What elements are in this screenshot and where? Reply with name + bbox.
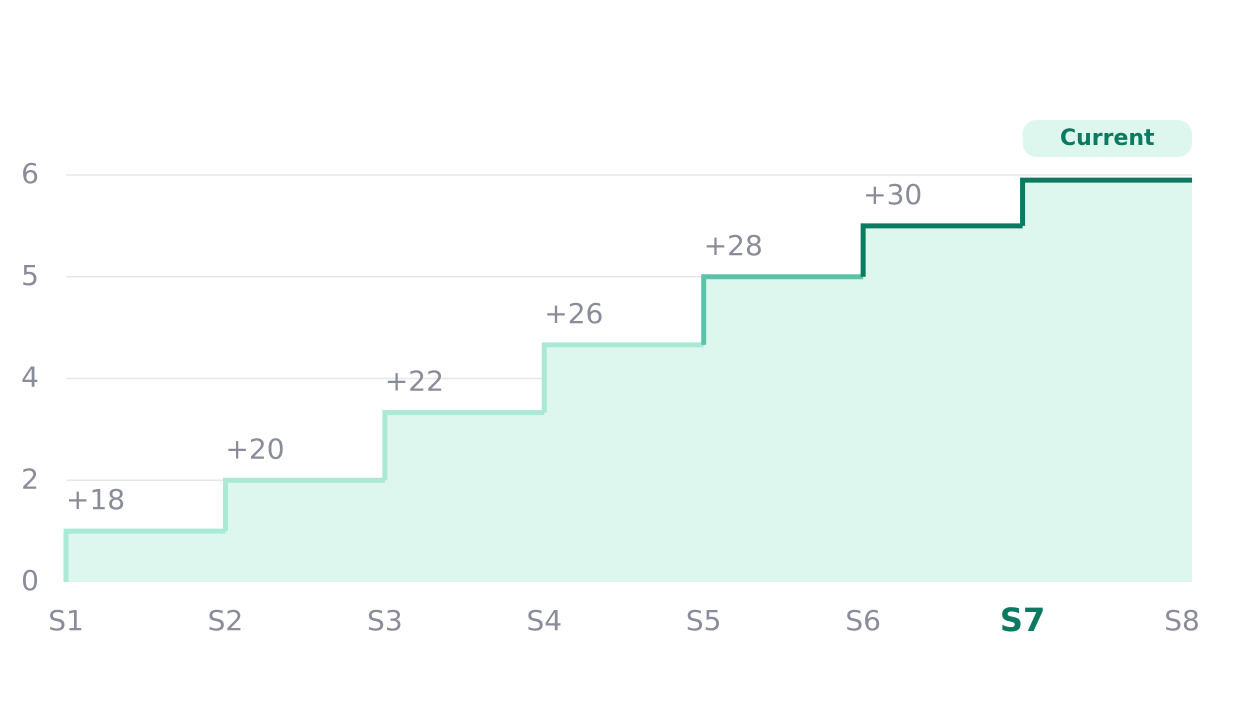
step [541, 342, 704, 413]
y-tick-label: 6 [21, 157, 39, 190]
x-tick-label: S1 [48, 604, 84, 637]
annotation-badge [1022, 120, 1192, 157]
y-tick-label: 4 [21, 361, 39, 394]
step-label: +30 [863, 178, 922, 211]
y-tick-label: 2 [21, 462, 39, 495]
area [66, 180, 1192, 582]
x-tick-label: S3 [367, 604, 403, 637]
x-tick-label: S5 [686, 604, 722, 637]
step [860, 223, 1023, 277]
x-tick-label: S4 [526, 604, 562, 637]
step-label: +18 [66, 483, 125, 516]
step-label: +28 [704, 229, 763, 262]
step [63, 528, 226, 582]
x-tick-label: S8 [1164, 604, 1200, 637]
step-label: +20 [225, 432, 284, 465]
step [382, 410, 545, 481]
annotation: Current [1060, 126, 1155, 151]
step-label: +26 [544, 297, 603, 330]
x-tick-label: S2 [208, 604, 244, 637]
x-tick-label: S6 [845, 604, 881, 637]
step [701, 274, 864, 345]
step [1020, 177, 1192, 226]
y-tick-label: 0 [21, 564, 39, 597]
step [222, 477, 385, 532]
x-tick-label: S7 [1000, 601, 1045, 639]
step-label: +22 [385, 365, 444, 398]
y-tick-label: 5 [21, 259, 39, 292]
